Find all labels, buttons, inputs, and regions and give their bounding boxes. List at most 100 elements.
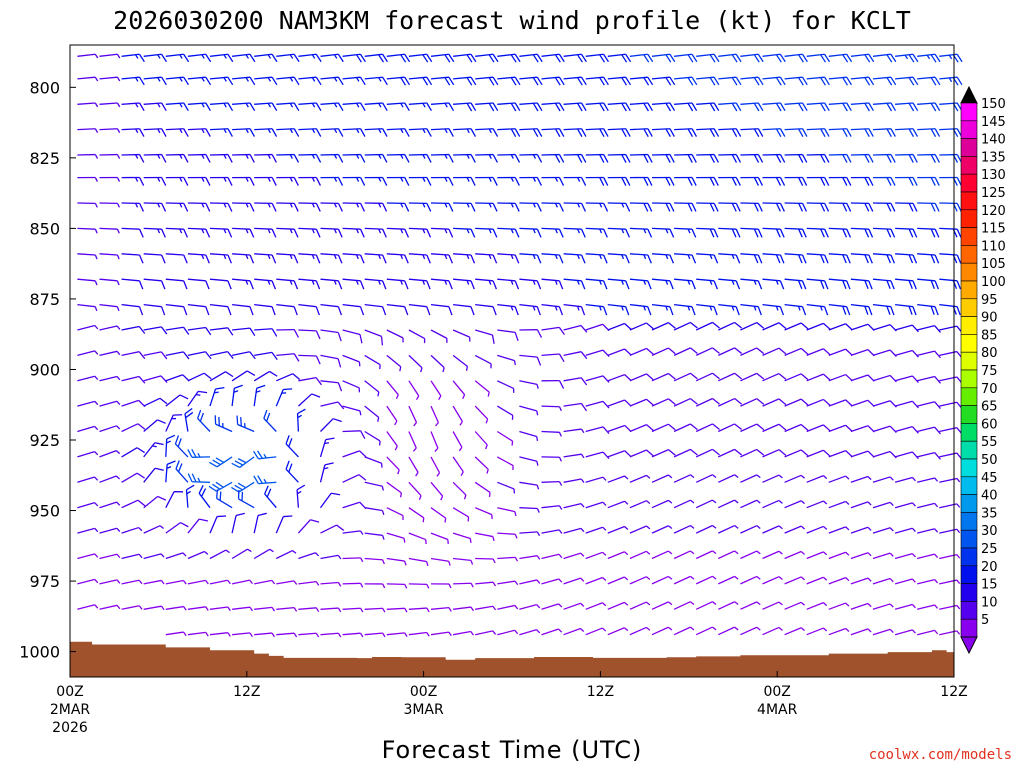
barb-flag-10 xyxy=(842,128,848,138)
wind-barb xyxy=(165,53,190,63)
barb-flag-5 xyxy=(623,627,629,632)
colorbar-label: 85 xyxy=(981,328,998,343)
barb-flag-5 xyxy=(337,582,342,587)
barb-staff xyxy=(872,374,891,382)
wind-barb xyxy=(452,354,469,371)
barb-flag-5 xyxy=(116,425,121,430)
barb-staff xyxy=(673,347,691,356)
wind-barb xyxy=(497,128,521,138)
barb-staff xyxy=(541,480,560,483)
barb-staff xyxy=(121,102,140,105)
barb-flag-10 xyxy=(315,154,322,163)
barb-staff xyxy=(165,414,174,432)
barb-flag-5 xyxy=(440,495,444,501)
barb-staff xyxy=(806,253,825,256)
wind-barb xyxy=(784,227,807,238)
wind-barb xyxy=(563,627,585,636)
wind-barb xyxy=(276,278,299,290)
barb-staff xyxy=(77,278,96,282)
wind-barb xyxy=(475,102,499,112)
barb-staff xyxy=(320,607,339,610)
wind-barb xyxy=(165,253,188,264)
barb-flag-10 xyxy=(665,77,672,86)
barb-staff xyxy=(143,553,162,560)
wind-barb xyxy=(77,350,99,357)
barb-staff xyxy=(629,373,647,382)
barb-staff xyxy=(784,601,802,610)
barb-flag-10 xyxy=(378,54,385,63)
barb-staff xyxy=(238,498,255,509)
barb-flag-10 xyxy=(842,305,847,315)
barb-staff xyxy=(254,328,273,331)
barb-flag-5 xyxy=(201,77,205,82)
barb-flag-10 xyxy=(183,102,189,112)
wind-barb xyxy=(629,347,654,356)
barb-staff xyxy=(541,303,560,308)
barb-staff xyxy=(209,549,227,560)
barb-flag-5 xyxy=(422,177,426,182)
colorbar-swatch xyxy=(960,601,978,620)
barb-staff xyxy=(232,253,251,256)
wind-barb xyxy=(850,76,875,86)
barb-flag-5 xyxy=(245,77,249,82)
barb-flag-10 xyxy=(731,54,738,63)
barb-flag-10 xyxy=(625,102,631,112)
wind-barb xyxy=(386,176,410,186)
barb-flag-10 xyxy=(820,154,826,163)
barb-flag-5 xyxy=(934,528,939,533)
wind-barb xyxy=(695,448,720,458)
wind-barb xyxy=(497,153,521,163)
barb-staff xyxy=(806,424,824,433)
wind-barb xyxy=(386,532,406,543)
wind-barb xyxy=(585,202,609,212)
barb-flag-10 xyxy=(337,306,343,316)
barb-flag-10 xyxy=(911,324,919,333)
wind-barb xyxy=(850,501,872,509)
barb-flag-10 xyxy=(315,377,322,386)
barb-flag-5 xyxy=(558,553,563,559)
wind-barb xyxy=(718,499,739,509)
wind-barb xyxy=(320,418,342,432)
barb-staff xyxy=(497,53,516,57)
barb-staff xyxy=(519,456,538,462)
barb-staff xyxy=(762,76,781,80)
wind-barb xyxy=(253,512,267,534)
colorbar-swatch xyxy=(960,565,978,584)
wind-barb xyxy=(718,524,739,534)
barb-flag-10 xyxy=(624,374,632,382)
barb-staff xyxy=(209,253,229,256)
barb-flag-10 xyxy=(157,419,166,424)
barb-flag-10 xyxy=(735,306,740,316)
wind-barb xyxy=(651,278,674,290)
barb-staff xyxy=(695,321,713,331)
barb-staff xyxy=(740,227,759,230)
barb-flag-5 xyxy=(867,577,872,582)
barb-flag-10 xyxy=(687,154,693,163)
barb-staff xyxy=(430,329,448,339)
barb-flag-10 xyxy=(184,407,193,415)
barb-flag-5 xyxy=(778,576,783,581)
barb-flag-10 xyxy=(602,426,610,434)
barb-staff xyxy=(917,253,936,256)
barb-flag-10 xyxy=(444,54,451,63)
wind-barb xyxy=(917,375,941,384)
wind-barb xyxy=(917,53,941,63)
barb-flag-10 xyxy=(603,128,609,137)
barb-flag-5 xyxy=(734,525,739,529)
barb-flag-5 xyxy=(466,177,470,182)
barb-staff xyxy=(165,253,184,256)
barb-flag-5 xyxy=(413,422,417,427)
wind-barb xyxy=(585,426,610,434)
wind-barb xyxy=(895,227,918,238)
barb-flag-5 xyxy=(580,527,585,533)
barb-staff xyxy=(740,102,759,105)
barb-flag-5 xyxy=(536,508,540,513)
barb-staff xyxy=(563,428,582,433)
wind-barb xyxy=(541,553,563,560)
barb-flag-5 xyxy=(182,580,187,585)
wind-barb xyxy=(541,505,563,510)
barb-flag-10 xyxy=(581,128,587,137)
barb-flag-10 xyxy=(822,322,831,330)
barb-staff xyxy=(674,227,693,230)
barb-flag-5 xyxy=(311,128,316,134)
